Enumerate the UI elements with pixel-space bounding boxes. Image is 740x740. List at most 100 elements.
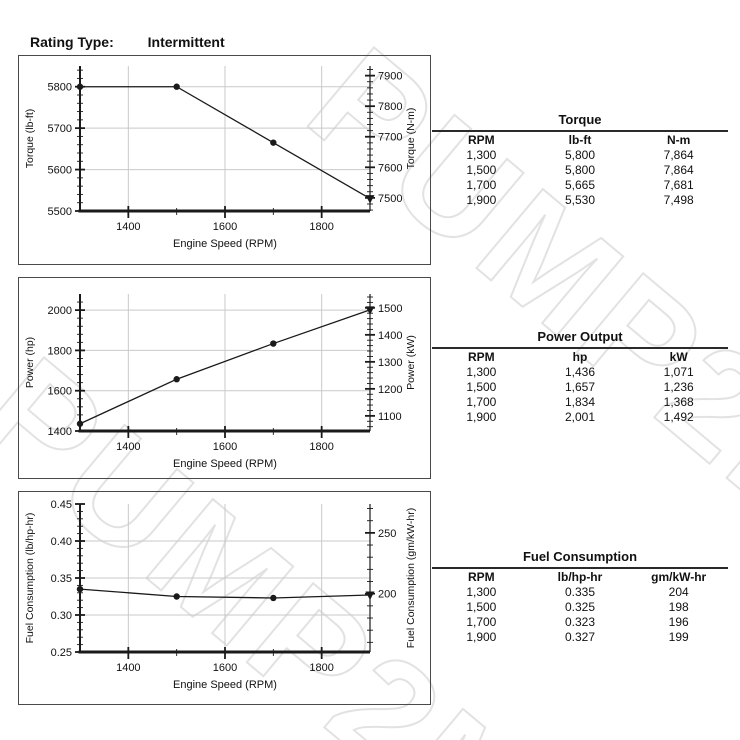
tick-label: 1600 [213, 662, 237, 674]
fuel-consumption-chart: 0.25 0.30 0.35 0.40 0.45 200 250 1400 1600 1800 Fu… [18, 491, 431, 705]
tick-label: 1200 [378, 384, 402, 396]
tick-label: 1400 [48, 426, 72, 438]
power-chart-svg: 1400 1600 1800 2000 1100 1200 1300 1400 1500 1400… [24, 294, 417, 470]
table-title: Power Output [537, 329, 623, 344]
table-row: 1,900 0.327 199 [432, 630, 728, 645]
tick-label: 0.45 [51, 499, 72, 511]
tick-label: 7600 [378, 162, 402, 174]
data-point [270, 139, 277, 146]
data-point-end-arrow [365, 591, 375, 601]
table-header-cell: kW [669, 350, 688, 364]
data-point [270, 340, 277, 347]
table-cell: 7,864 [663, 148, 694, 162]
tick-label: 0.25 [51, 647, 72, 659]
series [76, 83, 375, 204]
table-cell: 0.327 [564, 630, 595, 644]
tick-label: 1400 [116, 662, 140, 674]
table-cell: 5,800 [564, 163, 595, 177]
table-row: 1,700 0.323 196 [432, 615, 728, 630]
tick-label: 1400 [378, 330, 402, 342]
table-cell: 1,900 [466, 193, 497, 207]
table-cell: 1,700 [466, 395, 497, 409]
tick-label: 250 [378, 528, 396, 540]
x-axis-title: Engine Speed (RPM) [173, 238, 277, 250]
data-point [76, 585, 84, 593]
table-cell: 1,436 [564, 365, 595, 379]
table-rule [432, 347, 728, 349]
data-point [173, 83, 180, 90]
table-header-cell: RPM [467, 570, 495, 584]
table-header-cell: gm/kW-hr [651, 570, 707, 584]
table-header-row: RPM hp kW [432, 350, 728, 365]
tick-label: 1500 [378, 303, 402, 315]
table-row: 1,300 5,800 7,864 [432, 148, 728, 163]
tick-label: 7700 [378, 132, 402, 144]
table-cell: 1,500 [466, 163, 497, 177]
table-row: 1,500 1,657 1,236 [432, 380, 728, 395]
data-point-end-arrow [365, 306, 375, 315]
series-line [79, 588, 371, 599]
data-point [76, 420, 84, 427]
torque-table: Torque RPM lb-ft N-m 1,300 5,800 7,864 1,500 5… [432, 112, 728, 208]
data-point [173, 593, 180, 600]
tick-label: 1600 [213, 221, 237, 233]
table-cell: 1,900 [466, 410, 497, 424]
tick-label: 1600 [48, 386, 72, 398]
tick-label: 0.30 [51, 610, 72, 622]
table-cell: 0.325 [564, 600, 595, 614]
tick-label: 1400 [116, 441, 140, 453]
fuel-consumption-table: Fuel Consumption RPM lb/hp-hr gm/kW-hr 1,3… [432, 549, 728, 645]
table-cell: 1,834 [564, 395, 595, 409]
tick-label: 1600 [213, 441, 237, 453]
table-row: 1,500 0.325 198 [432, 600, 728, 615]
table-cell: 7,681 [663, 178, 694, 192]
table-cell: 5,665 [564, 178, 595, 192]
tick-label: 5600 [48, 165, 72, 177]
table-header-row: RPM lb-ft N-m [432, 133, 728, 148]
table-cell: 1,300 [466, 365, 497, 379]
y-axis-right-title: Power (kW) [405, 335, 417, 390]
tick-label: 1800 [309, 221, 333, 233]
data-point [270, 594, 277, 602]
table-cell: 1,300 [466, 585, 497, 599]
table-header-cell: lb-ft [568, 133, 592, 147]
torque-chart: 5500 5600 5700 5800 7500 7600 7700 7800 7900 1400… [18, 55, 431, 265]
table-title: Torque [558, 112, 602, 127]
table-header-cell: RPM [467, 133, 495, 147]
rating-type-value: Intermittent [147, 34, 225, 50]
y-axis-left-title: Fuel Consumption (lb/hp-hr) [24, 513, 36, 644]
series [76, 306, 375, 427]
table-rule [432, 567, 728, 569]
tick-label: 1100 [378, 411, 402, 423]
y-axis-left-title: Power (hp) [24, 337, 36, 388]
table-cell: 1,700 [466, 615, 497, 629]
table-header-cell: RPM [467, 350, 495, 364]
tick-label: 1800 [309, 662, 333, 674]
table-header-cell: hp [572, 350, 588, 364]
table-cell: 196 [668, 615, 689, 629]
series-line [80, 86, 371, 200]
tick-label: 5500 [48, 206, 72, 218]
gridlines [80, 66, 370, 211]
tick-label: 1400 [116, 221, 140, 233]
tick-label: 5700 [48, 123, 72, 135]
gridlines [80, 504, 370, 652]
table-row: 1,700 5,665 7,681 [432, 178, 728, 193]
data-point [173, 376, 180, 383]
tick-label: 1800 [309, 441, 333, 453]
data-point-end-arrow [365, 195, 375, 204]
axes: 5500 5600 5700 5800 7500 7600 7700 7800 7900 1400… [48, 66, 402, 233]
tick-label: 2000 [48, 305, 72, 317]
table-cell: 1,368 [663, 395, 694, 409]
torque-chart-svg: 5500 5600 5700 5800 7500 7600 7700 7800 7900 1400… [24, 66, 417, 250]
table-rule [432, 130, 728, 132]
table-cell: 5,530 [564, 193, 595, 207]
table-row: 1,900 5,530 7,498 [432, 193, 728, 208]
axes: 0.25 0.30 0.35 0.40 0.45 200 250 1400 1600 1800 [51, 499, 397, 674]
x-axis-title: Engine Speed (RPM) [173, 679, 277, 691]
gridlines [80, 294, 370, 431]
table-cell: 1,071 [663, 365, 694, 379]
rating-type-header: Rating Type: Intermittent [30, 34, 225, 50]
series-line [79, 309, 371, 425]
